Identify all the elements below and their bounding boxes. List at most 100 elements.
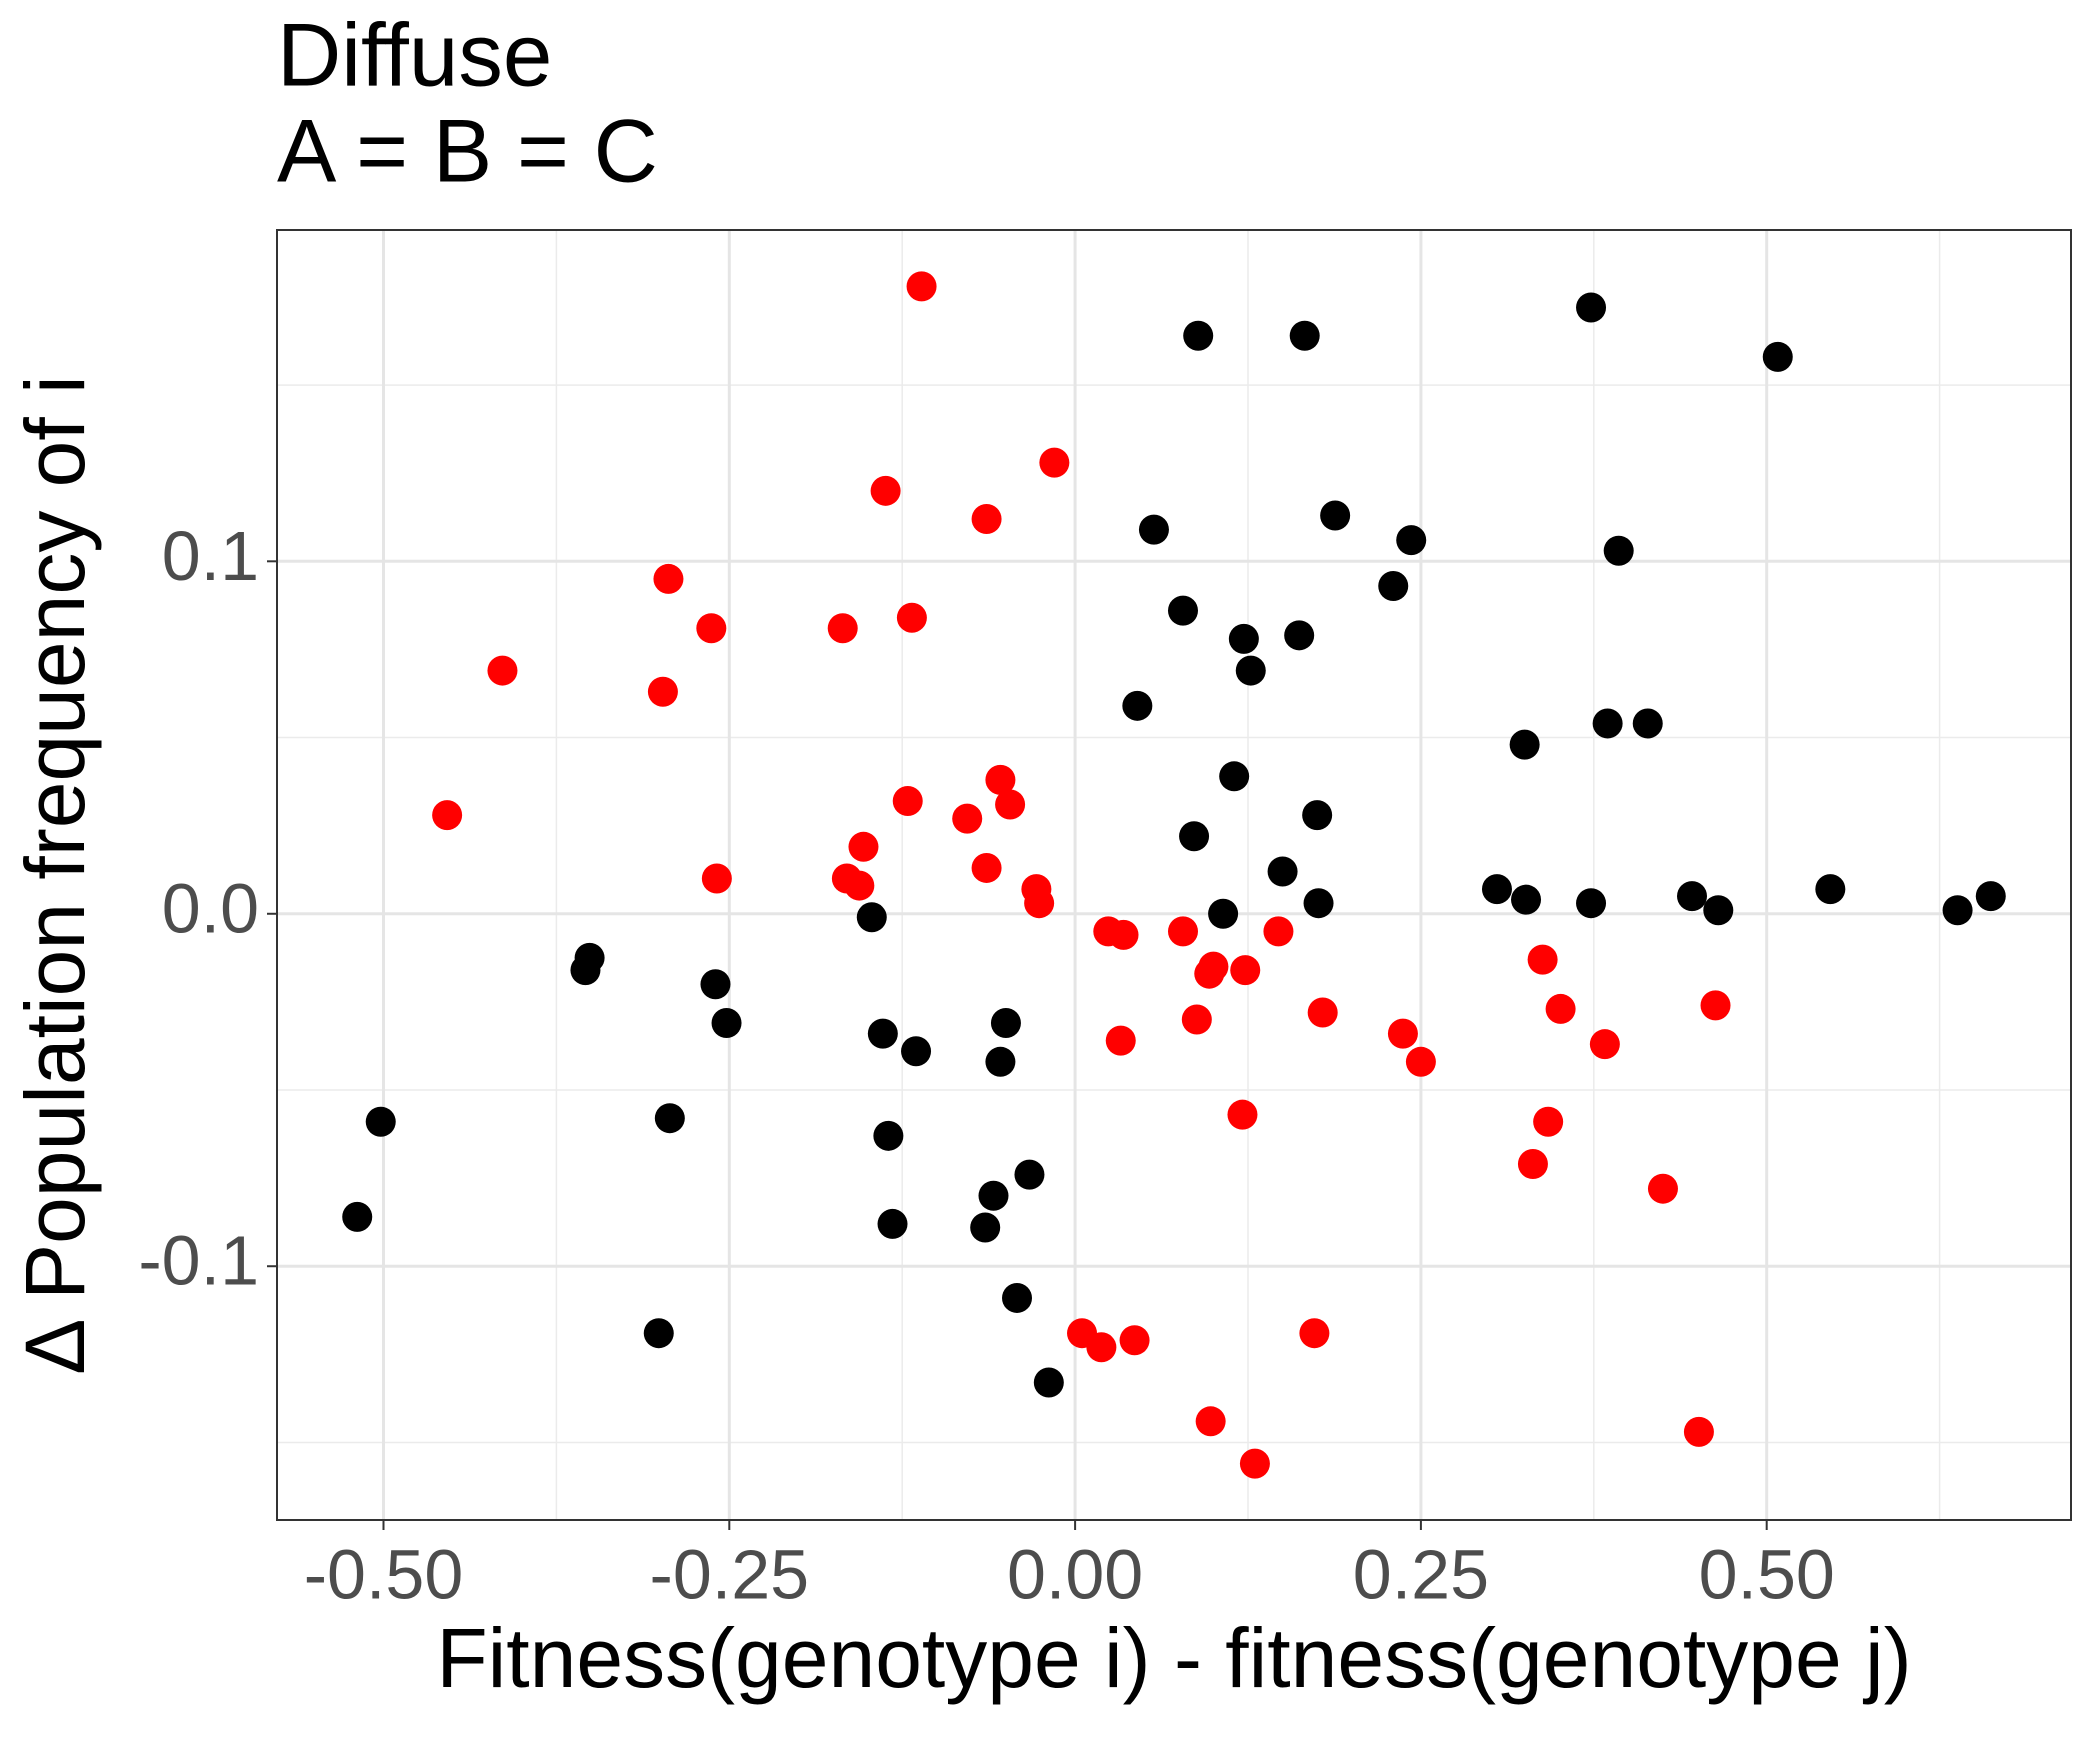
panel-border <box>276 229 2072 1521</box>
point <box>1014 1159 1045 1190</box>
point <box>1086 1332 1117 1363</box>
x-tick-label: 0.50 <box>1699 1535 1835 1613</box>
point <box>1320 500 1351 531</box>
point <box>1167 595 1198 626</box>
point <box>1762 341 1793 372</box>
y-tick-label: 0.0 <box>162 869 259 947</box>
point <box>971 504 1002 535</box>
point <box>1700 990 1731 1021</box>
point <box>1975 881 2006 912</box>
point <box>570 955 601 986</box>
x-tick-label: 0.00 <box>1007 1535 1143 1613</box>
point <box>700 969 731 1000</box>
tick-labels: -0.50 -0.25 0.00 0.25 0.50 -0.1 0.0 0.1 <box>138 517 1834 1614</box>
point <box>1647 1173 1678 1204</box>
point <box>653 563 684 594</box>
point <box>1208 898 1239 929</box>
point <box>1511 884 1542 915</box>
point <box>1289 320 1320 351</box>
point <box>1033 1367 1064 1398</box>
y-axis-label: Δ Population frequency of i <box>8 375 102 1374</box>
x-tick-label: -0.50 <box>304 1535 464 1613</box>
point <box>1179 821 1210 852</box>
point <box>1481 874 1512 905</box>
point <box>365 1106 396 1137</box>
point <box>1545 993 1576 1024</box>
point <box>1703 895 1734 926</box>
point <box>1267 856 1298 887</box>
point <box>1683 1416 1714 1447</box>
point <box>1263 916 1294 947</box>
point <box>877 1208 908 1239</box>
point <box>1239 1448 1270 1479</box>
point <box>1302 800 1333 831</box>
point <box>1299 1318 1330 1349</box>
point <box>856 902 887 933</box>
point <box>844 870 875 901</box>
point <box>1230 955 1261 986</box>
point <box>1603 535 1634 566</box>
point <box>892 785 923 816</box>
point <box>1235 655 1266 686</box>
point <box>896 602 927 633</box>
x-tick-label: 0.25 <box>1353 1535 1489 1613</box>
point <box>1122 690 1153 721</box>
point <box>487 655 518 686</box>
point <box>1303 888 1334 919</box>
y-tick-label: 0.1 <box>162 517 259 595</box>
point <box>1942 895 1973 926</box>
point <box>1576 888 1607 919</box>
point <box>647 676 678 707</box>
point <box>1815 874 1846 905</box>
point <box>696 613 727 644</box>
point <box>1677 881 1708 912</box>
point <box>970 1212 1001 1243</box>
point <box>1378 570 1409 601</box>
point <box>978 1180 1009 1211</box>
point <box>1194 958 1225 989</box>
point <box>952 803 983 834</box>
points <box>342 271 2006 1479</box>
point <box>1181 1004 1212 1035</box>
point <box>1509 729 1540 760</box>
point <box>654 1103 685 1134</box>
point <box>901 1036 932 1067</box>
point <box>1284 620 1315 651</box>
point <box>1632 708 1663 739</box>
point <box>1195 1406 1226 1437</box>
point <box>643 1318 674 1349</box>
point <box>827 613 858 644</box>
chart-subtitle: A = B = C <box>277 101 658 201</box>
point <box>995 789 1026 820</box>
point <box>1592 708 1623 739</box>
point <box>990 1008 1021 1039</box>
point <box>1024 888 1055 919</box>
point <box>971 852 1002 883</box>
grid <box>277 230 2071 1520</box>
point <box>342 1201 373 1232</box>
point <box>1227 1099 1258 1130</box>
chart-title: Diffuse <box>277 5 552 105</box>
point <box>1576 292 1607 323</box>
point <box>1105 1025 1136 1056</box>
point <box>1228 623 1259 654</box>
point <box>1589 1029 1620 1060</box>
point <box>1119 1325 1150 1356</box>
point <box>1138 514 1169 545</box>
point <box>1039 447 1070 478</box>
point <box>1396 525 1427 556</box>
point <box>848 831 879 862</box>
point <box>1002 1282 1033 1313</box>
point <box>1307 997 1338 1028</box>
point <box>1183 320 1214 351</box>
point <box>1167 916 1198 947</box>
point <box>873 1120 904 1151</box>
point <box>870 475 901 506</box>
point <box>985 1046 1016 1077</box>
point <box>1108 919 1139 950</box>
point <box>701 863 732 894</box>
point <box>867 1018 898 1049</box>
